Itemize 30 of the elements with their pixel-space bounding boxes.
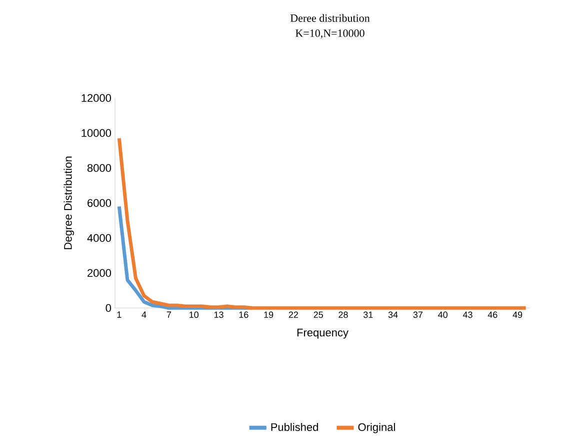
x-tick-label: 16 xyxy=(239,312,248,318)
x-tick-label: 43 xyxy=(462,312,472,318)
y-tick-label: 12000 xyxy=(82,94,112,102)
x-tick-label: 25 xyxy=(314,312,323,318)
x-tick-label: 37 xyxy=(413,312,422,318)
y-tick-label: 6000 xyxy=(88,199,112,207)
y-tick-label: 4000 xyxy=(87,234,112,242)
chart-subtitle: K=10,N=10000 xyxy=(296,29,364,38)
x-tick-label: 31 xyxy=(363,312,373,318)
x-axis-title: Frequency xyxy=(297,328,348,339)
x-tick-label: 46 xyxy=(488,312,498,318)
x-tick-label: 40 xyxy=(438,312,448,318)
y-tick-label: 8000 xyxy=(87,164,112,172)
x-tick-label: 4 xyxy=(142,312,146,318)
x-tick-label: 1 xyxy=(117,312,122,318)
x-tick-label: 49 xyxy=(512,312,522,318)
y-tick-label: 0 xyxy=(106,304,112,312)
y-axis-title: Degree Distribution xyxy=(64,156,74,250)
x-tick-label: 13 xyxy=(214,312,224,318)
y-tick-label: 2000 xyxy=(88,269,112,277)
chart-title: Deree distribution xyxy=(290,14,370,22)
x-tick-label: 7 xyxy=(166,312,171,318)
y-tick-label: 10000 xyxy=(82,129,112,137)
x-tick-label: 22 xyxy=(288,312,298,318)
x-tick-label: 10 xyxy=(190,312,199,318)
legend-label: Original xyxy=(358,422,395,434)
x-tick-label: 28 xyxy=(338,312,348,318)
legend-label: Published xyxy=(271,422,318,432)
x-tick-label: 34 xyxy=(388,312,398,318)
x-tick-label: 19 xyxy=(264,312,274,318)
